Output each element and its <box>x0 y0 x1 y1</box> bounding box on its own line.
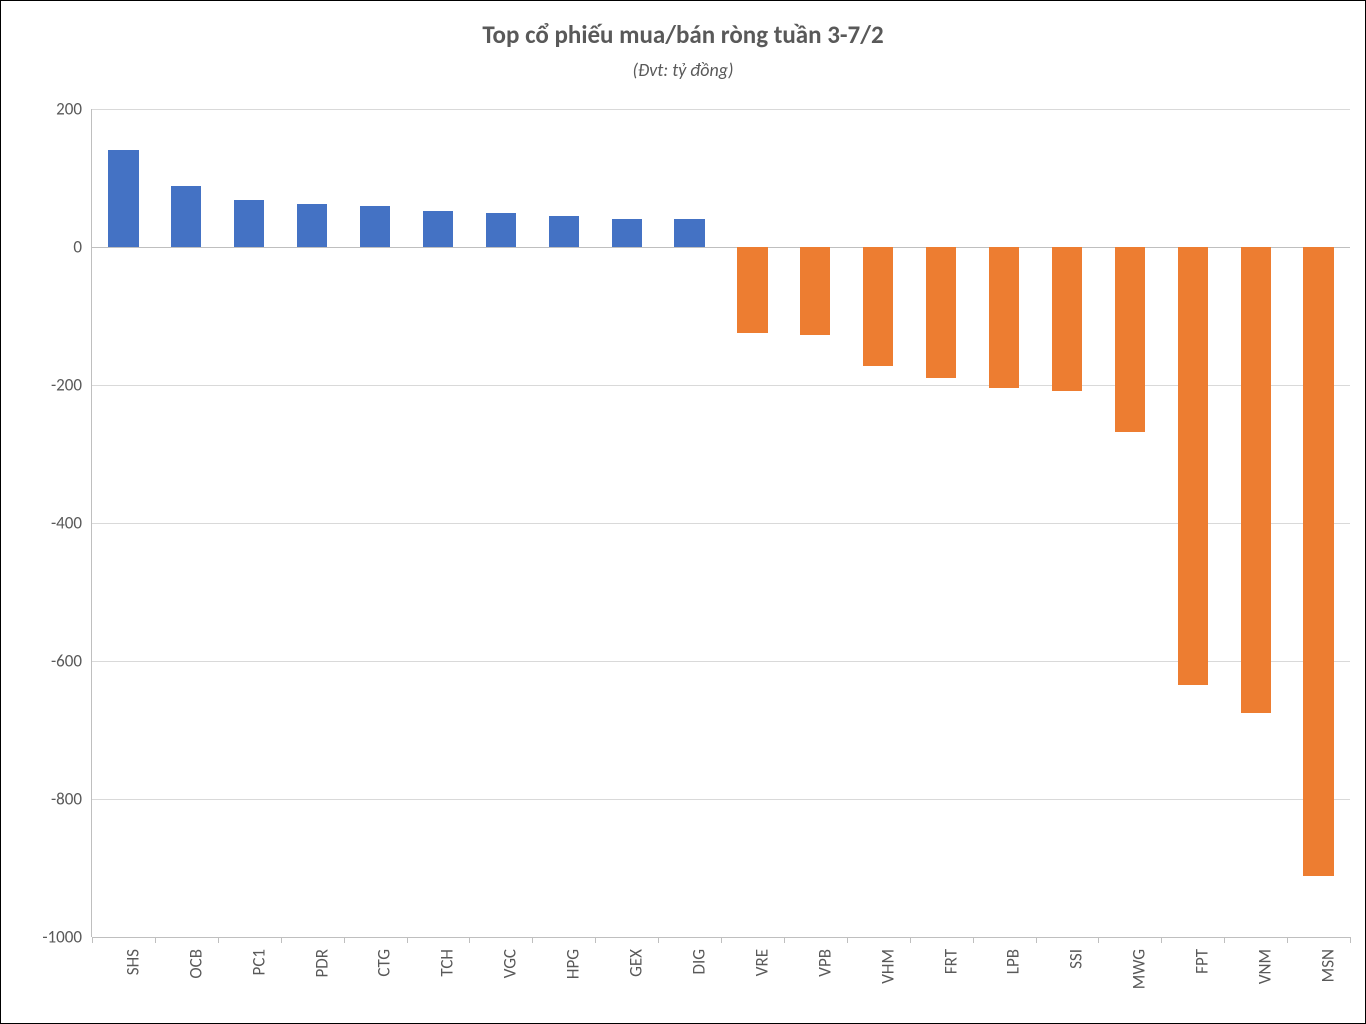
plot-area: 2000-200-400-600-800-1000SHSOCBPC1PDRCTG… <box>91 109 1350 937</box>
bar <box>297 204 327 247</box>
x-tick-label: VRE <box>751 949 772 976</box>
x-tick-label: PC1 <box>248 949 269 975</box>
bar <box>234 200 264 247</box>
x-tick-label: SSI <box>1066 949 1087 969</box>
bar <box>926 247 956 378</box>
bar <box>737 247 767 333</box>
x-tick-label: SHS <box>122 949 143 975</box>
x-tick-label: CTG <box>374 949 395 977</box>
gridline <box>92 109 1350 110</box>
bar <box>1115 247 1145 432</box>
y-tick-label: -400 <box>51 513 92 534</box>
x-tick-label: FRT <box>940 949 961 974</box>
x-tick-label: HPG <box>563 949 584 979</box>
bar <box>171 186 201 247</box>
gridline <box>92 799 1350 800</box>
y-tick-label: -200 <box>51 375 92 396</box>
x-tick-label: VHM <box>877 949 898 984</box>
x-axis-line <box>92 937 1350 938</box>
x-tick-label: VNM <box>1255 949 1276 984</box>
y-tick-label: -600 <box>51 651 92 672</box>
y-tick-label: 0 <box>73 237 92 258</box>
gridline <box>92 523 1350 524</box>
x-tick-label: MSN <box>1317 949 1338 982</box>
bar <box>1241 247 1271 713</box>
x-tick-label: LPB <box>1003 949 1024 974</box>
bar <box>800 247 830 335</box>
gridline <box>92 385 1350 386</box>
y-tick-label: -1000 <box>42 927 92 948</box>
chart-subtitle: (Đvt: tỷ đồng) <box>1 59 1365 81</box>
bar <box>486 213 516 248</box>
x-tick-label: OCB <box>185 949 206 979</box>
bar <box>360 206 390 247</box>
x-tick-label: GEX <box>626 949 647 977</box>
bar <box>108 150 138 247</box>
x-tick-label: PDR <box>311 949 332 977</box>
x-tick-label: MWG <box>1129 949 1150 989</box>
bar <box>1178 247 1208 685</box>
bar <box>1303 247 1333 876</box>
chart-container: Top cổ phiếu mua/bán ròng tuần 3-7/2 (Đv… <box>0 0 1366 1024</box>
bar <box>612 219 642 247</box>
bar <box>674 219 704 247</box>
y-tick-label: 200 <box>56 99 92 120</box>
x-tick-label: VPB <box>814 949 835 977</box>
chart-title: Top cổ phiếu mua/bán ròng tuần 3-7/2 <box>1 19 1365 50</box>
x-tick-label: TCH <box>437 949 458 977</box>
y-tick-label: -800 <box>51 789 92 810</box>
x-tick-label: VGC <box>500 949 521 978</box>
x-tick-mark <box>1350 937 1351 943</box>
bar <box>423 211 453 247</box>
bar <box>989 247 1019 388</box>
x-tick-label: FPT <box>1192 949 1213 974</box>
bar <box>549 216 579 247</box>
bar <box>863 247 893 366</box>
x-tick-label: DIG <box>688 949 709 974</box>
gridline <box>92 661 1350 662</box>
gridline <box>92 247 1350 248</box>
bar <box>1052 247 1082 391</box>
